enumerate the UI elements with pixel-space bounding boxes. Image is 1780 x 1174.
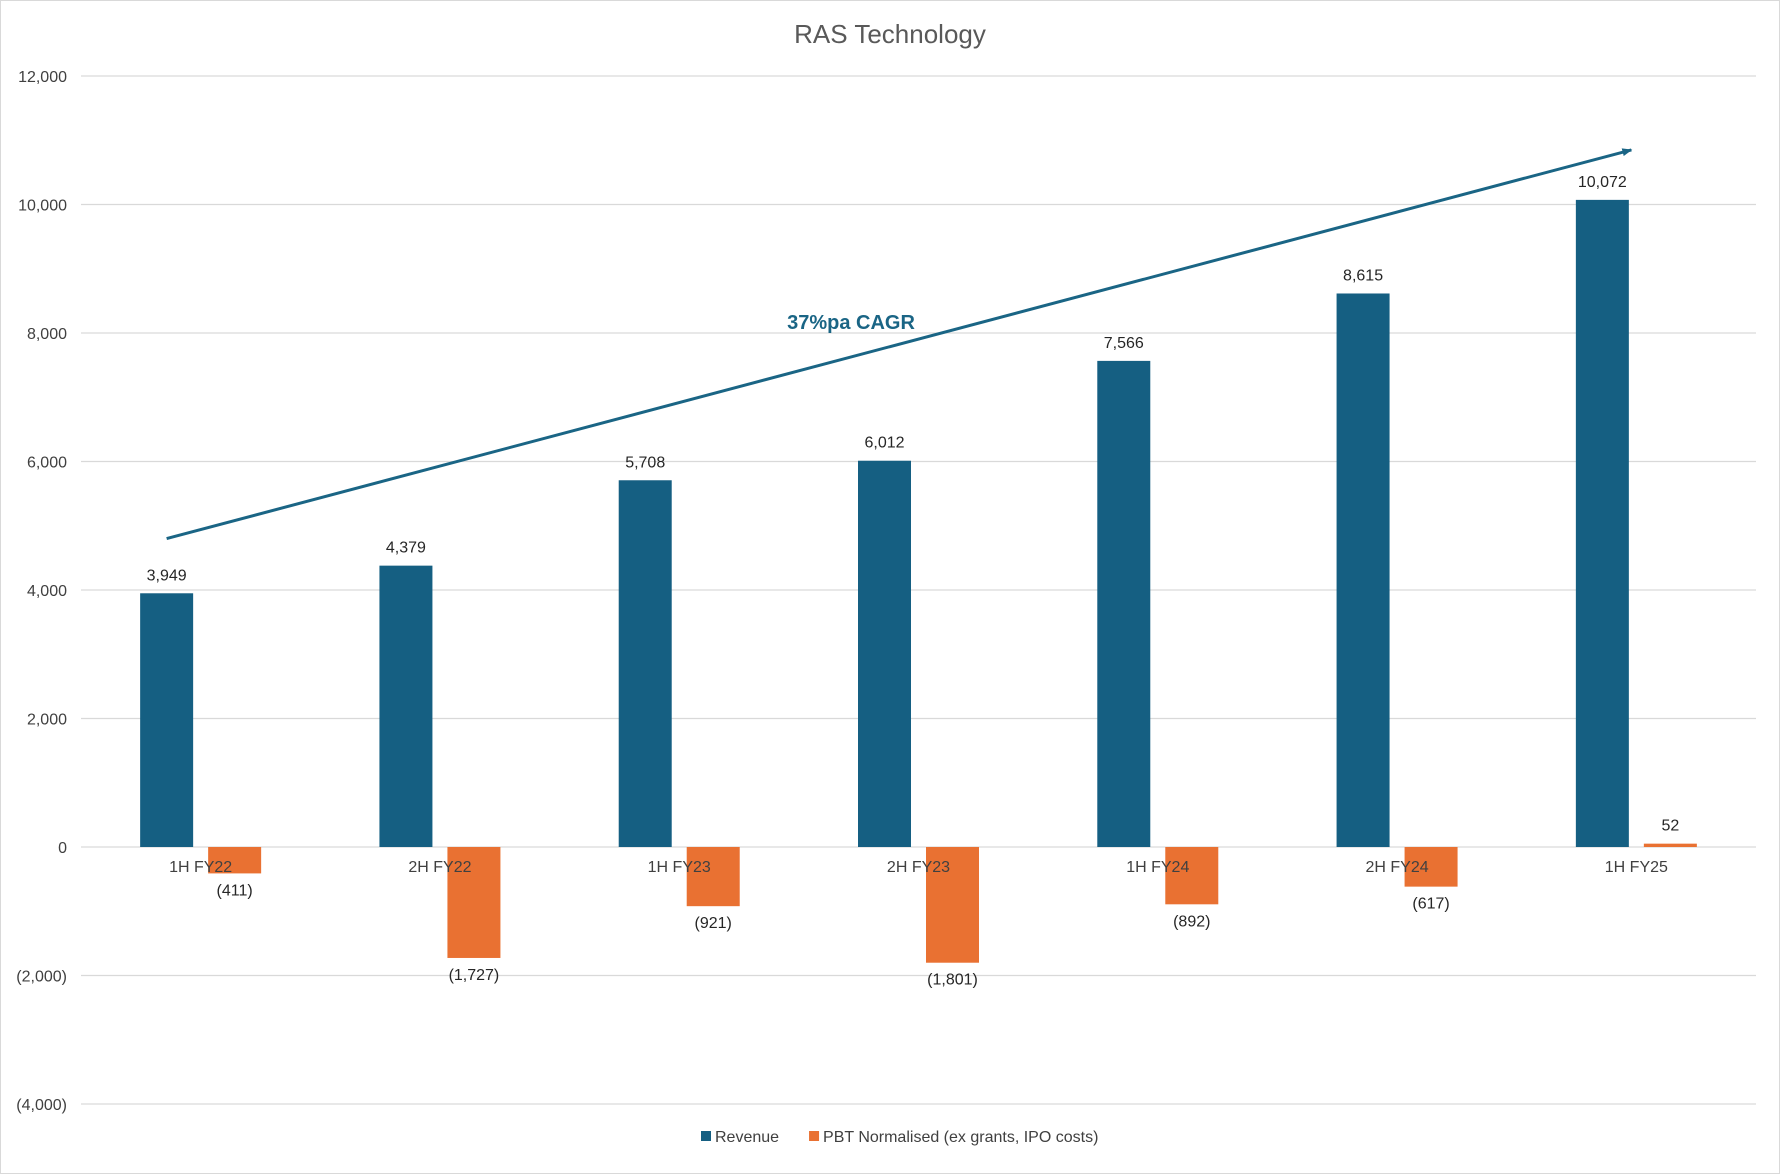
- chart-title: RAS Technology: [794, 19, 986, 49]
- revenue-bar: [379, 565, 433, 847]
- revenue-bar: [140, 593, 194, 847]
- revenue-bar: [858, 460, 911, 847]
- data-labels: 3,949 4,379 5,708 6,012 7,566 8,615 10,072 (411…: [147, 174, 1680, 989]
- x-category-label: 1H FY22: [169, 859, 232, 876]
- revenue-data-label: 8,615: [1343, 267, 1383, 284]
- revenue-bar: [1097, 360, 1151, 847]
- revenue-data-label: 7,566: [1104, 335, 1144, 352]
- legend-label-revenue: Revenue: [715, 1129, 779, 1146]
- pbt-data-label: 52: [1661, 818, 1679, 835]
- y-tick-label: (2,000): [16, 969, 67, 986]
- x-axis-category-labels: 1H FY22 2H FY22 1H FY23 2H FY23 1H FY24 2H FY…: [169, 859, 1668, 876]
- y-tick-label: 8,000: [27, 326, 67, 343]
- x-category-label: 2H FY24: [1366, 859, 1429, 876]
- gridlines: [81, 75, 1756, 1105]
- pbt-data-label: (617): [1412, 896, 1449, 913]
- pbt-bar: [447, 847, 501, 958]
- x-category-label: 2H FY22: [408, 859, 471, 876]
- pbt-bar: [1643, 843, 1697, 847]
- pbt-data-label: (892): [1173, 913, 1210, 930]
- y-tick-label: 6,000: [27, 455, 67, 472]
- y-tick-label: 4,000: [27, 583, 67, 600]
- legend-swatch-revenue: [701, 1131, 711, 1141]
- x-category-label: 2H FY23: [887, 859, 950, 876]
- pbt-bar: [686, 847, 740, 907]
- pbt-data-label: (411): [217, 882, 253, 899]
- x-category-label: 1H FY23: [648, 859, 711, 876]
- y-axis-ticks: 12,000 10,000 8,000 6,000 4,000 2,000 0 (2,000)…: [16, 69, 67, 1114]
- y-tick-label: 2,000: [27, 712, 67, 729]
- revenue-data-label: 6,012: [864, 435, 904, 452]
- legend: Revenue PBT Normalised (ex grants, IPO co…: [701, 1129, 1098, 1146]
- pbt-bar: [926, 847, 979, 963]
- pbt-bar: [1165, 847, 1219, 905]
- x-category-label: 1H FY25: [1605, 859, 1668, 876]
- pbt-data-label: (921): [695, 915, 732, 932]
- pbt-data-label: (1,801): [927, 972, 978, 989]
- cagr-annotation: 37%pa CAGR: [166, 148, 1633, 541]
- x-category-label: 1H FY24: [1126, 859, 1189, 876]
- revenue-bar: [1336, 293, 1390, 848]
- revenue-bar: [1575, 199, 1629, 847]
- y-tick-label: (4,000): [16, 1097, 67, 1114]
- bars: [140, 199, 1697, 963]
- y-tick-label: 12,000: [18, 69, 67, 86]
- pbt-bar: [1404, 847, 1458, 887]
- revenue-data-label: 3,949: [147, 567, 187, 584]
- pbt-data-label: (1,727): [449, 967, 500, 984]
- legend-label-pbt: PBT Normalised (ex grants, IPO costs): [823, 1129, 1098, 1146]
- revenue-bar: [618, 480, 672, 847]
- pbt-bar: [208, 847, 262, 874]
- cagr-arrow: [166, 148, 1633, 541]
- y-tick-label: 10,000: [18, 198, 67, 215]
- y-tick-label: 0: [58, 840, 67, 857]
- cagr-annotation-text: 37%pa CAGR: [787, 312, 915, 334]
- revenue-data-label: 4,379: [386, 540, 426, 557]
- revenue-data-label: 10,072: [1578, 174, 1627, 191]
- legend-swatch-pbt: [809, 1131, 820, 1141]
- revenue-data-label: 5,708: [625, 454, 665, 471]
